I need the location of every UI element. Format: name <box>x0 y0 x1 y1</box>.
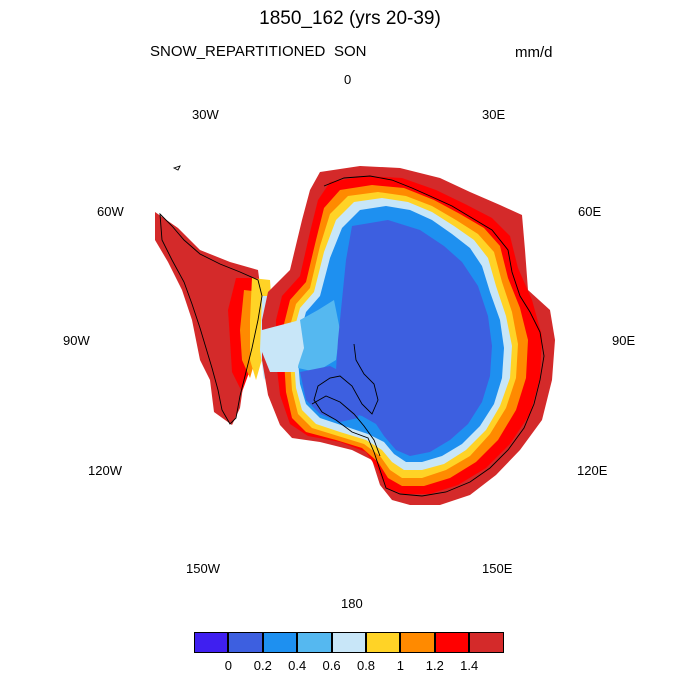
colorbar-label: 1.2 <box>425 658 444 673</box>
variable-label: SNOW_REPARTITIONED <box>150 43 326 60</box>
season-label: SON <box>334 43 367 60</box>
weddell-light <box>262 320 304 372</box>
plot-title: 1850_162 (yrs 20-39) <box>259 8 441 29</box>
lon-label-60w: 60W <box>97 204 124 219</box>
colorbar-label: 0.8 <box>356 658 376 673</box>
peninsula-coastline <box>159 212 263 425</box>
colorbar-label: 0 <box>224 658 233 673</box>
lon-label-120w: 120W <box>88 463 122 478</box>
colorbar-swatch <box>434 632 470 653</box>
lon-label-0: 0 <box>344 72 352 87</box>
lon-label-150e: 150E <box>482 561 513 576</box>
colorbar-swatch <box>228 632 263 653</box>
colorbar-label: 1.4 <box>460 658 479 673</box>
colorbar-swatch <box>331 632 366 653</box>
colorbar-label: 0.4 <box>288 658 307 673</box>
continent-layer <box>262 166 555 505</box>
continent-coastline <box>313 175 545 497</box>
colorbar-swatch <box>194 632 229 653</box>
colorbar-swatch <box>366 632 401 653</box>
colorbar-label: 0.2 <box>253 658 272 673</box>
lon-label-60e: 60E <box>578 204 602 219</box>
colorbar-label: 1 <box>396 658 405 673</box>
lon-label-180: 180 <box>341 596 363 611</box>
units-label: mm/d <box>515 44 553 61</box>
lon-label-120e: 120E <box>577 463 608 478</box>
interior-plateau <box>336 220 492 456</box>
colorbar-swatch <box>297 632 332 653</box>
band-sky-blue <box>298 300 340 372</box>
colorbar-swatch <box>262 632 298 653</box>
colorbar-label: 0.6 <box>322 658 341 673</box>
lon-label-30w: 30W <box>192 107 219 122</box>
lon-label-150w: 150W <box>186 561 220 576</box>
island-outline <box>172 165 181 171</box>
lon-label-30e: 30E <box>482 107 506 122</box>
colorbar-swatch <box>400 632 435 653</box>
lon-label-90w: 90W <box>63 333 90 348</box>
colorbar-swatch <box>469 632 504 653</box>
lon-label-90e: 90E <box>612 333 636 348</box>
coastline-layer <box>159 165 545 497</box>
ross-ice-shelf-edge <box>311 395 381 457</box>
